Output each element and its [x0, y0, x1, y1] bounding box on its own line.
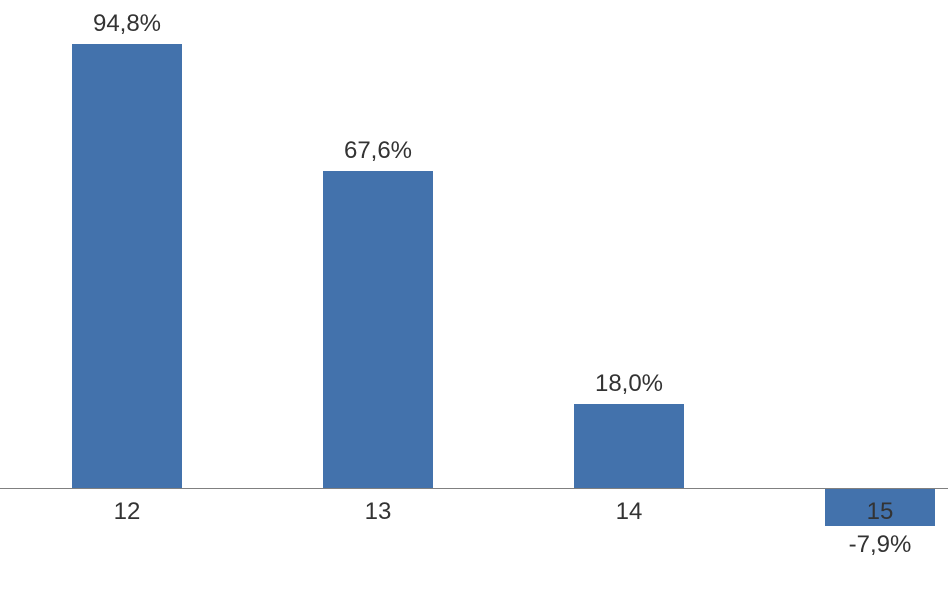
bar-14 — [574, 404, 684, 488]
category-label-13: 13 — [318, 498, 438, 526]
bar-13 — [323, 171, 433, 488]
data-label-12: 94,8% — [47, 10, 207, 38]
category-label-15: 15 — [820, 498, 940, 526]
category-label-12: 12 — [67, 498, 187, 526]
data-label-14: 18,0% — [549, 370, 709, 398]
data-label-13: 67,6% — [298, 137, 458, 165]
category-label-14: 14 — [569, 498, 689, 526]
x-axis-line — [0, 488, 948, 489]
bar-chart: 94,8% 12 67,6% 13 18,0% 14 -7,9% 15 — [0, 0, 948, 593]
bar-12 — [72, 44, 182, 488]
data-label-15: -7,9% — [800, 531, 948, 559]
